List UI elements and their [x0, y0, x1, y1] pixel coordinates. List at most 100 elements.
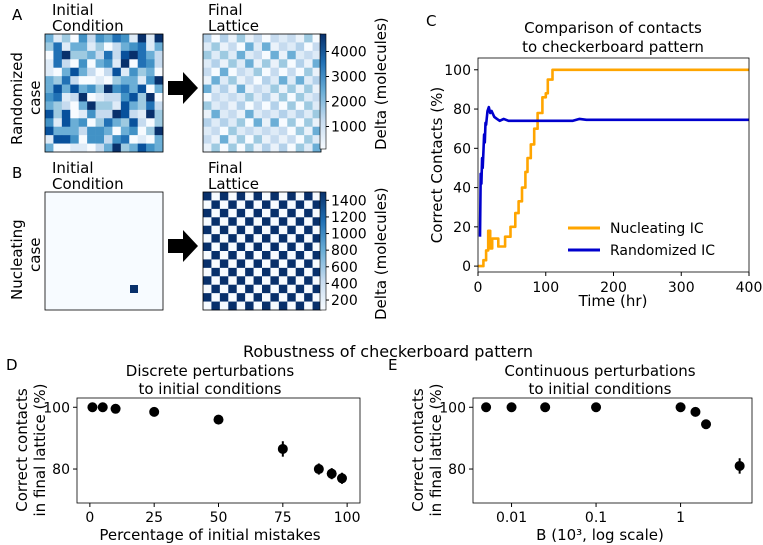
panel-letter-e: E [388, 356, 397, 374]
row-label-line2: case [26, 81, 44, 115]
lattice-cell [287, 34, 297, 43]
lattice-cell [219, 84, 229, 94]
lattice-cell [120, 34, 130, 43]
colorbar-tick-label: 4000 [331, 45, 367, 61]
plot-frame [472, 397, 753, 504]
lattice-cell [95, 76, 105, 85]
lattice-cell [219, 200, 229, 210]
chart-title-line1: Continuous perturbations [504, 362, 695, 380]
colorbar-tick-label: 200 [331, 293, 358, 309]
lattice-cell [262, 301, 271, 311]
lattice-cell [137, 143, 147, 153]
lattice-cell [312, 101, 322, 111]
lattice-cell [262, 293, 271, 302]
legend-label: Nucleating IC [610, 221, 704, 237]
lattice-cell [270, 293, 280, 302]
lattice-cell [211, 126, 221, 136]
lattice-cell [87, 93, 96, 102]
lattice-cell [245, 234, 254, 243]
lattice-cell [253, 217, 263, 227]
lattice-cell [129, 76, 139, 85]
lattice-cell [278, 217, 288, 227]
lattice-cell [245, 50, 254, 60]
lattice-cell [304, 93, 313, 102]
lattice-cell [146, 34, 155, 43]
lattice-cell [270, 76, 280, 85]
lattice-cell [211, 301, 221, 311]
lattice-cell [137, 126, 147, 136]
panel-letter-a: A [12, 6, 23, 24]
lattice-cell [146, 42, 155, 52]
lattice-cell [228, 143, 238, 153]
lattice-cell [245, 251, 254, 260]
lattice-cell [295, 50, 305, 60]
lattice-cell [312, 59, 322, 69]
data-point [313, 464, 324, 475]
lattice-cell [270, 301, 280, 311]
lattice-cell [146, 67, 155, 77]
lattice-cell [219, 225, 229, 235]
colorbar-b-label: Delta (molecules) [372, 187, 390, 320]
lattice-border [44, 33, 164, 153]
x-tick-label: 0.1 [585, 510, 607, 526]
lattice-cell [304, 135, 313, 144]
lattice-cell [211, 67, 221, 77]
lattice-cell [304, 84, 313, 94]
lattice-cell [211, 259, 221, 269]
lattice-cell [53, 34, 63, 43]
lattice-cell [45, 42, 54, 52]
lattice-cell [154, 118, 164, 128]
lattice-cell [270, 242, 280, 252]
lattice-cell [78, 101, 88, 111]
lattice-cell [236, 225, 246, 235]
lattice-cell [203, 192, 212, 201]
colorbar-tick-label: 800 [331, 243, 358, 259]
lattice-cell [270, 284, 280, 294]
lattice-cell [211, 225, 221, 235]
chart-title-line2: to initial conditions [528, 380, 671, 398]
lattice-cell [295, 217, 305, 227]
lattice-cell [295, 293, 305, 302]
lattice-cell [262, 208, 271, 218]
lattice-cell [61, 67, 71, 77]
y-tick-label: 100 [43, 400, 70, 416]
lattice-cell [137, 42, 147, 52]
lattice-cell [245, 76, 254, 85]
lattice-cell [112, 93, 122, 102]
lattice-cell [219, 143, 229, 153]
lattice-cell [146, 109, 155, 119]
lattice-cell [295, 118, 305, 128]
lattice-cell [270, 93, 280, 102]
lattice-cell [312, 301, 322, 311]
lattice-cell [219, 42, 229, 52]
lattice-cell [203, 109, 212, 119]
lattice-cell [262, 118, 271, 128]
lattice-cell [270, 192, 280, 201]
data-point [591, 402, 602, 413]
lattice-cell [203, 276, 212, 286]
lattice-cell [245, 225, 254, 235]
lattice-cell [278, 84, 288, 94]
lattice-cell [278, 234, 288, 243]
lattice-cell [228, 276, 238, 286]
lattice-cell [120, 143, 130, 153]
lattice-cell [137, 50, 147, 60]
lattice-cell [228, 84, 238, 94]
lattice-cell [53, 42, 63, 52]
lattice-cell [219, 50, 229, 60]
lattice-cell [312, 267, 322, 277]
colorbar-tick-label: 1000 [331, 227, 367, 243]
lattice-cell [236, 135, 246, 144]
lattice-cell [295, 192, 305, 201]
lattice-cell [262, 109, 271, 119]
y-tick-label: 80 [453, 102, 471, 118]
lattice-cell [270, 217, 280, 227]
lattice-cell [78, 84, 88, 94]
lattice-cell [228, 101, 238, 111]
lattice-cell [129, 93, 139, 102]
lattice-cell [253, 84, 263, 94]
lattice-cell [245, 67, 254, 77]
lattice-cell [295, 276, 305, 286]
lattice-cell [61, 50, 71, 60]
